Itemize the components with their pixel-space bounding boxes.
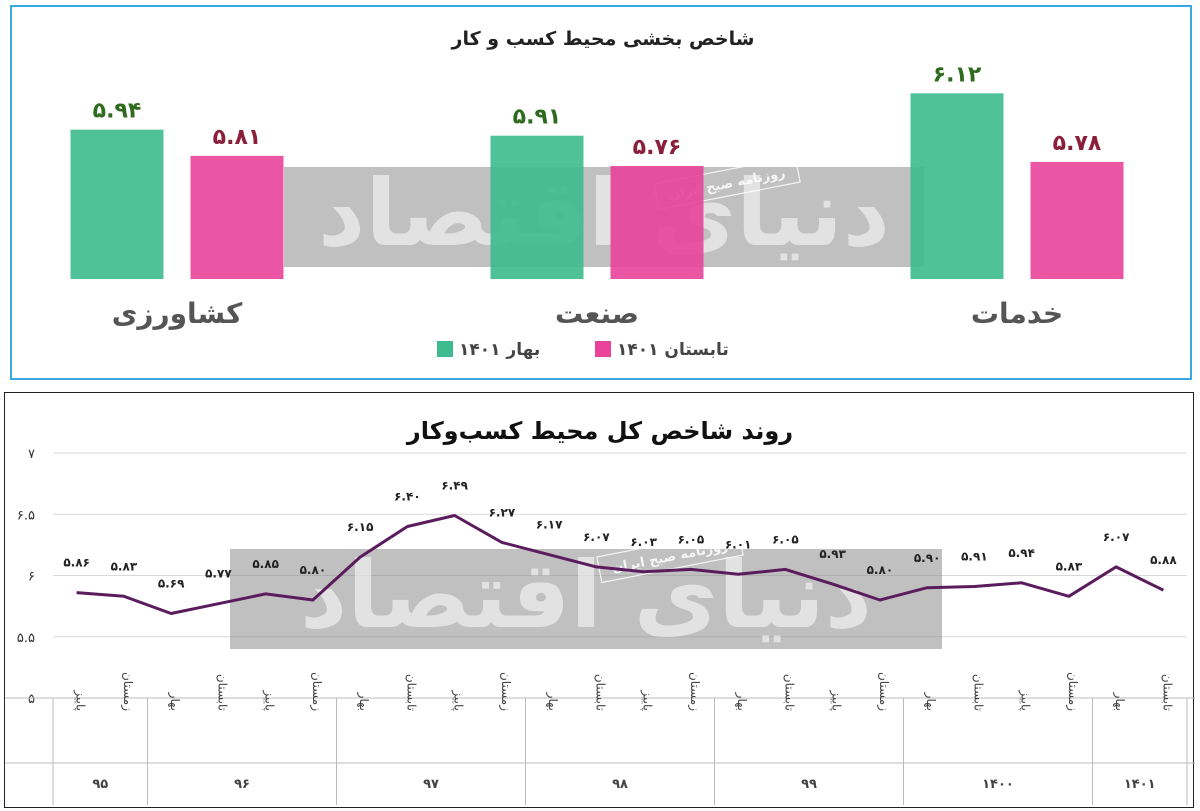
year-label: ۹۶ — [234, 777, 250, 792]
chart-title: شاخص بخشی محیط کسب و کار — [451, 28, 755, 50]
category-label: صنعت — [555, 297, 639, 330]
x-tick-label: زمستان — [120, 672, 135, 711]
y-tick-label: ۷ — [28, 447, 35, 462]
year-label: ۹۵ — [92, 777, 108, 792]
series-line — [76, 514, 1165, 615]
y-tick-label: ۵ — [28, 692, 35, 707]
year-label: ۹۷ — [423, 777, 439, 792]
x-tick-label: پاییز — [262, 689, 277, 711]
y-tick-label: ۶.۵ — [17, 508, 35, 523]
data-label: ۶.۰۷ — [583, 530, 610, 544]
data-label: ۵.۹۰ — [914, 551, 941, 565]
x-tick-label: زمستان — [1065, 672, 1080, 711]
sector-bar-chart: شاخص بخشی محیط کسب و کار دنیای اقتصادروزن… — [70, 28, 1124, 360]
x-tick-label: پاییز — [640, 689, 655, 711]
bar-value-label: ۵.۹۱ — [513, 105, 562, 130]
bar-summer-1 — [190, 155, 284, 279]
data-label: ۶.۰۱ — [725, 537, 752, 551]
legend-label: تابستان ۱۴۰۱ — [617, 340, 729, 360]
x-tick-label: بهار — [167, 692, 182, 711]
data-label: ۶.۰۵ — [772, 532, 799, 546]
data-label: ۶.۰۵ — [678, 532, 705, 546]
legend-label: بهار ۱۴۰۱ — [459, 340, 540, 360]
legend-swatch — [595, 341, 611, 357]
x-tick-label: پاییز — [451, 689, 466, 711]
x-tick-label: تابستان — [404, 674, 418, 711]
bar-value-label: ۵.۸۱ — [213, 125, 262, 150]
x-tick-label: تابستان — [215, 674, 229, 711]
x-tick-label: تابستان — [1160, 674, 1174, 711]
data-label: ۵.۶۹ — [158, 576, 185, 590]
data-label: ۵.۸۶ — [63, 556, 90, 570]
bar-summer-2 — [610, 165, 704, 279]
data-label: ۵.۸۸ — [1150, 553, 1177, 567]
y-tick-label: ۶ — [28, 570, 35, 585]
trend-index-panel: روند شاخص کل محیط کسب‌وکار ۷ ۶.۵ ۶ ۵.۵ ۵ دنیای… — [4, 392, 1195, 808]
x-tick-label: زمستان — [876, 672, 891, 711]
data-label: ۶.۲۷ — [489, 505, 516, 519]
bar-spring-2 — [490, 135, 584, 279]
data-label: ۵.۸۳ — [1056, 559, 1083, 573]
data-label: ۶.۰۳ — [630, 535, 657, 549]
legend: بهار ۱۴۰۱ تابستان ۱۴۰۱ — [437, 340, 729, 360]
legend-swatch — [437, 341, 453, 357]
data-label: ۵.۸۳ — [111, 559, 138, 573]
sector-index-panel: شاخص بخشی محیط کسب و کار دنیای اقتصاد روزن… — [10, 5, 1192, 380]
category-label: خدمات — [971, 297, 1063, 330]
watermark-tag-frame — [596, 528, 744, 584]
category-label: کشاورزی — [112, 297, 243, 330]
data-label: ۶.۰۷ — [1103, 530, 1130, 544]
x-tick-label: بهار — [545, 692, 560, 711]
data-label: ۵.۸۵ — [252, 557, 279, 571]
data-label: ۵.۸۰ — [300, 563, 327, 577]
x-tick-label: بهار — [1112, 692, 1127, 711]
chart-title: روند شاخص کل محیط کسب‌وکار — [406, 417, 793, 445]
x-tick-label: تابستان — [782, 674, 796, 711]
bar-spring-3 — [910, 93, 1004, 279]
watermark-logo: دنیای اقتصاد — [300, 542, 872, 649]
x-tick-label: زمستان — [309, 672, 324, 711]
y-tick-label: ۵.۵ — [17, 631, 35, 646]
bar-value-label: ۵.۷۸ — [1053, 131, 1102, 156]
x-tick-label: بهار — [734, 692, 749, 711]
x-tick-label: بهار — [923, 692, 938, 711]
watermark-logo: دنیای اقتصاد — [318, 160, 890, 267]
x-tick-label: پاییز — [829, 689, 844, 711]
data-label: ۶.۴۰ — [394, 490, 421, 504]
data-label: ۶.۱۵ — [347, 520, 374, 534]
bar-value-label: ۵.۹۴ — [93, 99, 142, 124]
trend-line-chart: روند شاخص کل محیط کسب‌وکار ۷ ۶.۵ ۶ ۵.۵ ۵ دنیای… — [5, 417, 1195, 805]
data-label: ۵.۹۴ — [1008, 546, 1035, 560]
watermark-band — [284, 167, 924, 267]
x-tick-label: زمستان — [687, 672, 702, 711]
data-label: ۵.۹۱ — [961, 550, 988, 564]
x-tick-label: بهار — [356, 692, 371, 711]
bar-value-label: ۶.۱۲ — [933, 62, 982, 87]
x-tick-label: زمستان — [498, 672, 513, 711]
data-label: ۶.۱۷ — [536, 518, 563, 532]
x-tick-label: تابستان — [971, 674, 985, 711]
data-label: ۵.۷۷ — [205, 567, 232, 581]
year-label: ۱۴۰۱ — [1124, 777, 1156, 792]
x-tick-label: تابستان — [593, 674, 607, 711]
year-label: ۱۴۰۰ — [982, 777, 1014, 792]
data-label: ۵.۹۳ — [819, 547, 846, 561]
x-tick-label: پاییز — [1018, 689, 1033, 711]
year-label: ۹۹ — [801, 777, 817, 792]
bar-summer-3 — [1030, 161, 1124, 279]
data-label: ۶.۴۹ — [441, 478, 468, 492]
bar-spring-1 — [70, 129, 164, 279]
bar-value-label: ۵.۷۶ — [633, 135, 682, 160]
x-tick-label: پاییز — [73, 689, 88, 711]
data-label: ۵.۸۰ — [867, 563, 894, 577]
year-label: ۹۸ — [612, 777, 628, 792]
